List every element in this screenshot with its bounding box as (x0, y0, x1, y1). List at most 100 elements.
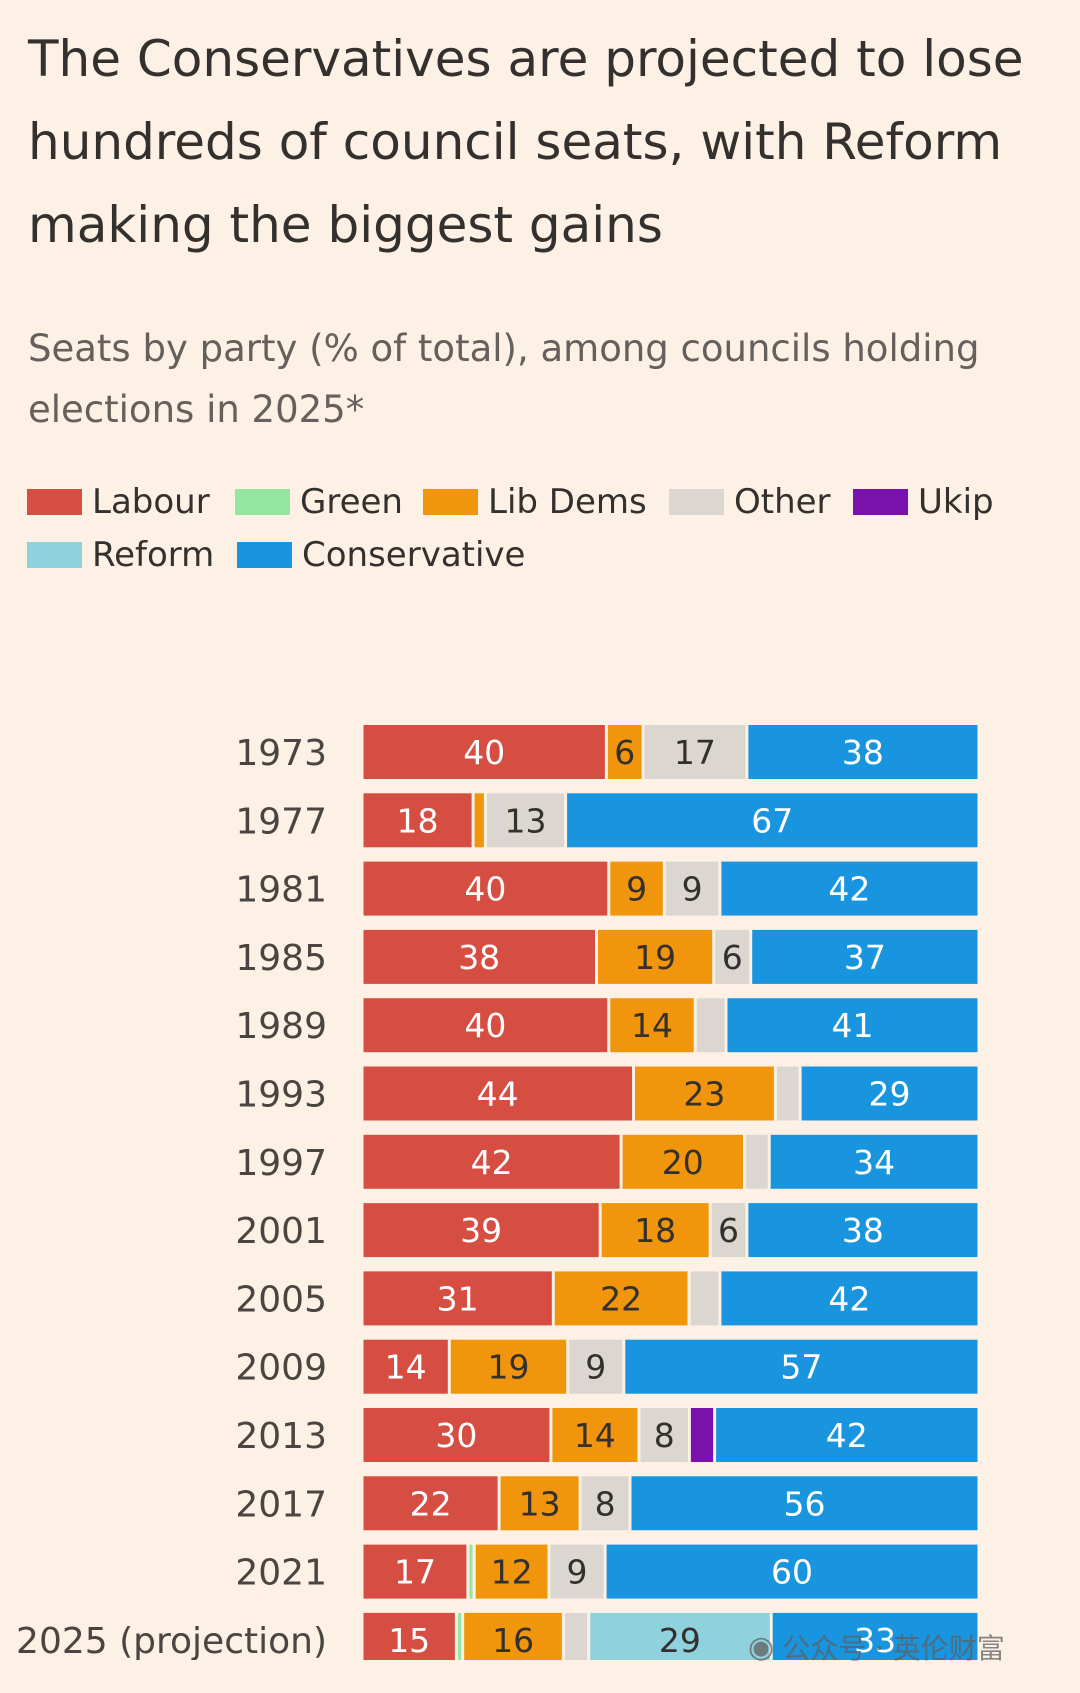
data-label: 15 (388, 1621, 430, 1660)
bar-segment-other (746, 1134, 768, 1189)
bar-segment-lib-dems (601, 1203, 709, 1258)
legend-item-ukip: Ukip (853, 482, 994, 522)
data-label: 42 (471, 1143, 513, 1182)
data-label: 6 (718, 1211, 739, 1250)
legend-swatch (27, 542, 82, 568)
bar-segment-labour (363, 1203, 599, 1258)
bar-segment-other (690, 1271, 719, 1326)
bar-segment-lib-dems (552, 1408, 638, 1462)
bar-segment-labour (363, 1612, 455, 1660)
bar-segment-conservative (748, 725, 978, 779)
wechat-icon: ◉ (748, 1629, 775, 1665)
data-label: 6 (722, 938, 743, 977)
data-label: 18 (634, 1211, 676, 1250)
data-label: 19 (634, 938, 676, 977)
data-label: 17 (674, 733, 716, 772)
bar-segment-lib-dems (598, 929, 713, 984)
bar-segment-labour (363, 793, 472, 848)
bar-segment-labour (363, 929, 595, 984)
bar-segment-other (486, 793, 565, 848)
data-label: 30 (435, 1416, 477, 1455)
category-label: 2013 (235, 1416, 327, 1457)
legend-swatch (235, 489, 290, 515)
category-label: 2001 (235, 1211, 327, 1252)
bar-segment-labour (363, 1271, 552, 1326)
data-label: 41 (832, 1006, 874, 1045)
data-label: 44 (477, 1075, 519, 1114)
category-label: 2017 (235, 1484, 327, 1525)
bar-segment-lib-dems (474, 793, 484, 848)
bar-segment-other (550, 1544, 604, 1599)
bar-segment-labour (363, 725, 605, 779)
data-label: 13 (519, 1484, 561, 1523)
bar-segment-lib-dems (635, 1066, 774, 1121)
category-label: 2025 (projection) (16, 1621, 327, 1660)
data-label: 18 (397, 801, 439, 840)
bar-segment-other (696, 998, 725, 1053)
bar-segment-lib-dems (464, 1612, 562, 1660)
legend-label: Green (300, 482, 403, 522)
category-label: 1977 (235, 801, 327, 842)
bar-segment-lib-dems (475, 1544, 548, 1599)
data-label: 9 (567, 1553, 588, 1592)
data-label: 17 (394, 1553, 436, 1592)
bar-segment-labour (363, 1476, 498, 1531)
data-label: 31 (437, 1279, 479, 1318)
bar-segment-conservative (567, 793, 978, 848)
legend-label: Labour (92, 482, 210, 522)
bar-segment-labour (363, 1408, 550, 1462)
bar-segment-labour (363, 1134, 620, 1189)
data-label: 57 (780, 1348, 822, 1387)
data-label: 8 (595, 1484, 616, 1523)
bar-segment-conservative (770, 1134, 978, 1189)
bar-segment-ukip (690, 1408, 714, 1462)
bar-segment-conservative (721, 861, 978, 916)
bar-segment-labour (363, 998, 608, 1053)
legend-label: Other (734, 482, 831, 522)
data-label: 12 (491, 1553, 533, 1592)
data-label: 22 (410, 1484, 452, 1523)
category-label: 1997 (235, 1143, 327, 1184)
bar-segment-lib-dems (500, 1476, 579, 1531)
category-label: 1989 (235, 1006, 327, 1047)
legend-item-green: Green (235, 482, 403, 522)
data-label: 8 (654, 1416, 675, 1455)
data-label: 20 (662, 1143, 704, 1182)
bar-segment-lib-dems (450, 1339, 567, 1394)
data-label: 23 (683, 1075, 725, 1114)
bar-segment-other (776, 1066, 799, 1121)
data-label: 33 (854, 1621, 896, 1660)
bar-segment-other (569, 1339, 623, 1394)
category-label: 2005 (235, 1279, 327, 1320)
data-label: 14 (631, 1006, 673, 1045)
category-label: 1993 (235, 1075, 327, 1116)
legend-item-conservative: Conservative (237, 535, 525, 575)
bar-segment-lib-dems (610, 998, 694, 1053)
bar-segment-conservative (721, 1271, 978, 1326)
category-label: 1973 (235, 733, 327, 774)
data-label: 40 (463, 733, 505, 772)
bar-segment-conservative (772, 1612, 978, 1660)
category-label: 2009 (235, 1348, 327, 1389)
bar-segment-labour (363, 1339, 448, 1394)
legend-item-lib-dems: Lib Dems (423, 482, 647, 522)
legend-item-other: Other (669, 482, 831, 522)
data-label: 16 (492, 1621, 534, 1660)
legend-item-labour: Labour (27, 482, 210, 522)
legend-label: Ukip (918, 482, 994, 522)
legend-swatch (423, 489, 478, 515)
data-label: 6 (614, 733, 635, 772)
bar-segment-green (469, 1544, 473, 1599)
data-label: 38 (458, 938, 500, 977)
bar-segment-lib-dems (610, 861, 663, 916)
bar-segment-conservative (748, 1203, 978, 1258)
category-label: 1985 (235, 938, 327, 979)
bar-segment-reform (590, 1612, 770, 1660)
data-label: 29 (659, 1621, 701, 1660)
bar-segment-other (665, 861, 719, 916)
category-label: 2021 (235, 1553, 327, 1594)
data-label: 29 (869, 1075, 911, 1114)
legend-label: Reform (92, 535, 215, 575)
bar-segment-conservative (606, 1544, 978, 1599)
